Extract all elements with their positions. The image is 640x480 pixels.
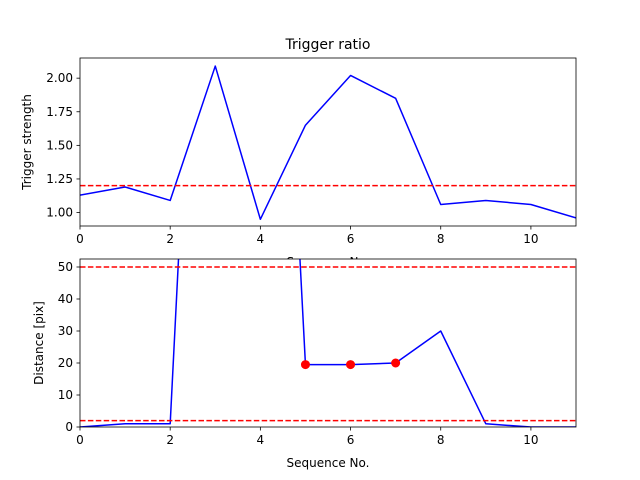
series-line-bottom-0	[80, 259, 576, 427]
x-tick-label-bottom: 0	[76, 433, 84, 447]
x-tick-label-top: 8	[437, 232, 445, 246]
series-line-top-0	[80, 65, 576, 221]
x-tick-label-top: 6	[347, 232, 355, 246]
x-tick-label-bottom: 4	[257, 433, 265, 447]
y-tick-label-bottom: 50	[58, 260, 73, 274]
x-tick-label-top: 4	[257, 232, 265, 246]
x-tick-label-bottom: 8	[437, 433, 445, 447]
x-tick-label-bottom: 2	[166, 433, 174, 447]
x-tick-label-top: 10	[523, 232, 538, 246]
plot-background-bottom	[80, 259, 576, 427]
y-tick-label-top: 1.00	[46, 206, 73, 220]
y-tick-label-bottom: 30	[58, 324, 73, 338]
y-tick-label-bottom: 10	[58, 388, 73, 402]
y-tick-label-bottom: 20	[58, 356, 73, 370]
y-tick-label-top: 1.75	[46, 105, 73, 119]
chart-title-top: Trigger ratio	[284, 37, 370, 53]
x-tick-label-top: 0	[76, 232, 84, 246]
y-tick-label-bottom: 40	[58, 292, 73, 306]
marker-point-bottom-1	[346, 360, 356, 370]
y-tick-label-top: 1.25	[46, 172, 73, 186]
axes-frame-top	[79, 57, 577, 227]
y-tick-label-top: 2.00	[46, 71, 73, 85]
y-tick-label-bottom: 0	[65, 420, 73, 434]
y-tick-label-top: 1.50	[46, 138, 73, 152]
x-tick-label-top: 2	[166, 232, 174, 246]
plot-area-top	[80, 65, 576, 221]
x-tick-label-bottom: 10	[523, 433, 538, 447]
marker-point-bottom-2	[391, 358, 401, 368]
x-tick-label-bottom: 6	[347, 433, 355, 447]
y-axis-label-top: Trigger strength	[20, 94, 34, 191]
y-axis-label-bottom: Distance [pix]	[32, 301, 46, 385]
x-axis-label-bottom: Sequence No.	[287, 456, 370, 470]
subplot-distance: Distance [pix] Sequence No. 0 2 4 6 8 10 0 10 20…	[32, 258, 577, 470]
subplot-trigger-ratio: Trigger ratio Trigger strength Sequence …	[20, 37, 577, 269]
plot-area-bottom	[80, 259, 576, 427]
marker-point-bottom-0	[300, 360, 310, 370]
axes-frame-bottom	[79, 258, 577, 428]
